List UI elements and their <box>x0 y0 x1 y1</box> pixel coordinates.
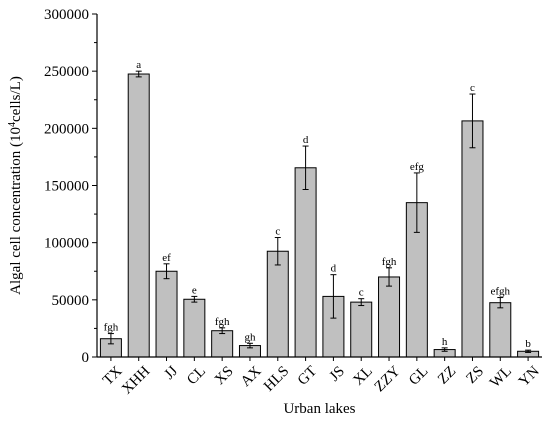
x-tick-label: GT <box>295 363 320 388</box>
bar-cl <box>183 298 206 358</box>
significance-label: b <box>525 338 531 350</box>
significance-label: a <box>136 59 141 71</box>
error-bars-group <box>107 70 532 353</box>
y-axis-title: Algal cell concentration (104cells/L) <box>7 76 24 295</box>
x-tick-label: ZZY <box>372 363 404 395</box>
significance-label: c <box>359 287 364 299</box>
bar-xl <box>350 301 373 358</box>
y-tick-label: 150000 <box>44 179 89 195</box>
x-tick-label: JS <box>327 363 348 384</box>
x-tick-label: ZS <box>463 363 487 387</box>
significance-label: d <box>331 263 337 275</box>
significance-label: d <box>303 134 309 146</box>
y-tick-label: 200000 <box>44 121 89 137</box>
x-tick-label: AX <box>238 363 265 390</box>
x-tick-label: ZZ <box>435 363 459 387</box>
x-tick-label: YN <box>516 363 543 390</box>
significance-label: fgh <box>104 322 119 334</box>
x-tick-label: WL <box>487 363 515 391</box>
x-axis-title: Urban lakes <box>283 401 355 417</box>
x-tick-label: XS <box>212 363 237 388</box>
y-axis: 0 50000 100000 150000 200000 250000 300000 <box>44 7 97 366</box>
x-tick-label: JJ <box>162 363 182 383</box>
bar-wl <box>489 302 512 358</box>
bar-gt <box>294 167 317 358</box>
significance-label: c <box>470 82 475 94</box>
bar-xhh <box>127 73 150 358</box>
significance-label: e <box>192 284 197 296</box>
bar-jj <box>155 270 178 358</box>
y-tick-label: 0 <box>82 350 90 366</box>
x-tick-label: CL <box>184 363 209 388</box>
y-axis-title-superscript: 4 <box>7 122 18 127</box>
significance-label: c <box>275 226 280 238</box>
y-axis-title-main: Algal cell concentration (10 <box>8 127 24 295</box>
x-tick-label: GL <box>406 363 431 388</box>
bar-zs <box>461 120 484 358</box>
significance-label: efg <box>410 161 425 173</box>
x-tick-label: XHH <box>119 363 153 397</box>
bar-hls <box>266 250 289 358</box>
significance-label: fgh <box>382 256 397 268</box>
significance-label: efgh <box>491 286 511 298</box>
y-tick-label: 300000 <box>44 7 89 23</box>
bar-zzy <box>378 276 401 358</box>
y-tick-label: 100000 <box>44 236 89 252</box>
significance-label: gh <box>244 331 256 343</box>
y-tick-label: 250000 <box>44 64 89 80</box>
x-tick-label: HLS <box>261 363 292 394</box>
significance-label: ef <box>162 252 171 264</box>
y-tick-label: 50000 <box>52 293 90 309</box>
significance-label: fgh <box>215 316 230 328</box>
significance-label: h <box>442 336 448 348</box>
bar-xs <box>211 330 234 358</box>
y-axis-title-unit: cells/L) <box>8 76 24 122</box>
